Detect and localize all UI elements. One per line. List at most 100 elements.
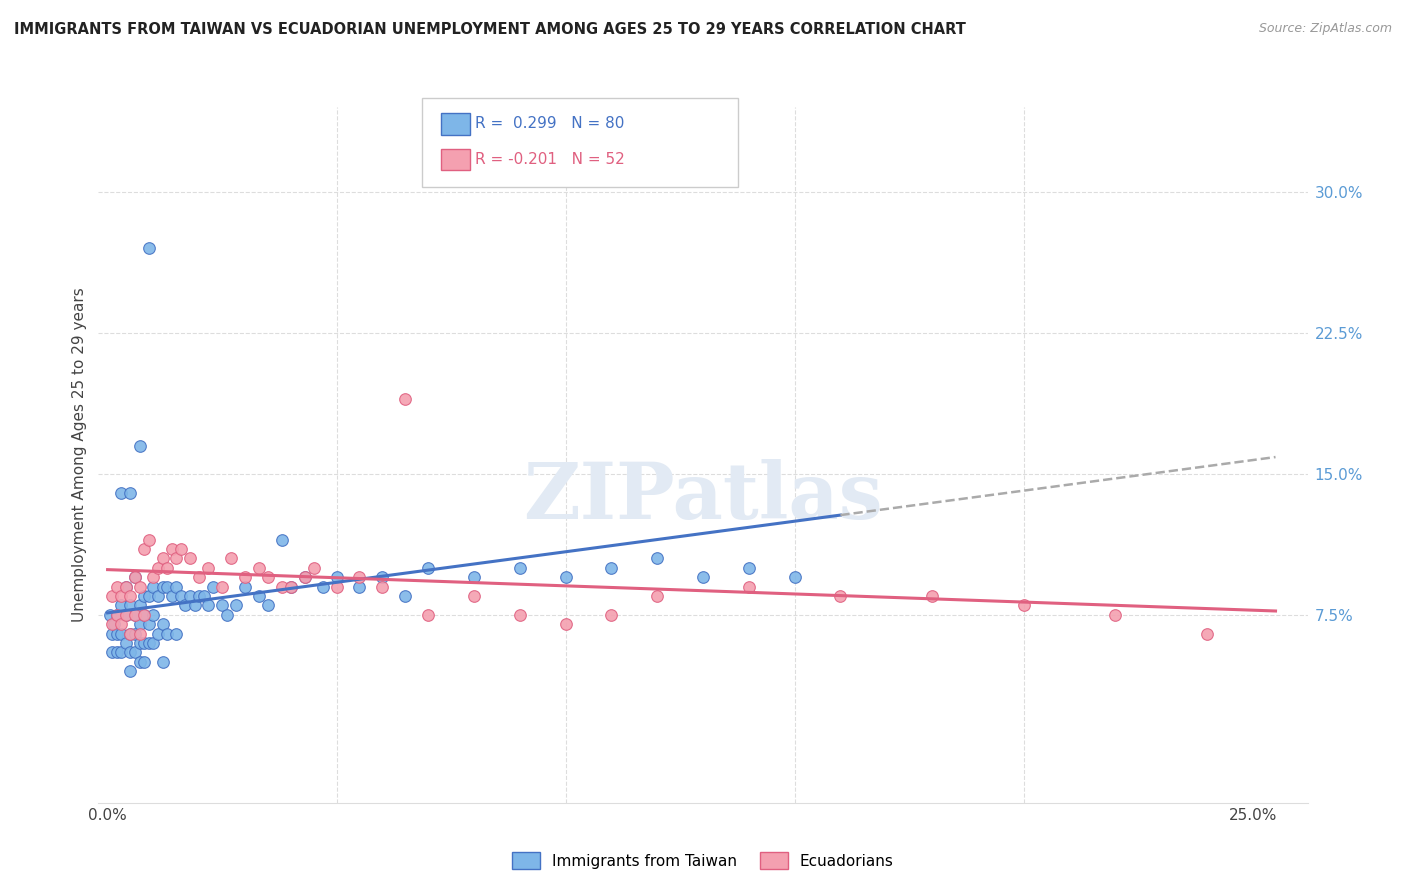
Point — [270, 580, 292, 594]
Point — [197, 560, 219, 574]
Point — [156, 560, 179, 574]
Point — [349, 580, 371, 594]
Point — [138, 617, 160, 632]
Point — [110, 589, 132, 603]
Point — [120, 485, 142, 500]
Point — [509, 607, 531, 622]
Point — [325, 570, 347, 584]
Point — [124, 570, 146, 584]
Point — [124, 607, 146, 622]
Point — [110, 599, 132, 613]
Point — [247, 560, 270, 574]
Point — [101, 626, 124, 640]
Point — [371, 580, 394, 594]
Point — [110, 617, 132, 632]
Point — [146, 560, 169, 574]
Point — [312, 580, 335, 594]
Point — [134, 607, 156, 622]
Point — [152, 617, 174, 632]
Point — [120, 645, 142, 659]
Point — [645, 589, 668, 603]
Point — [120, 664, 142, 678]
Point — [219, 551, 242, 566]
Point — [110, 485, 132, 500]
Point — [101, 645, 124, 659]
Point — [325, 580, 347, 594]
Y-axis label: Unemployment Among Ages 25 to 29 years: Unemployment Among Ages 25 to 29 years — [72, 287, 87, 623]
Point — [247, 589, 270, 603]
Point — [128, 617, 150, 632]
Point — [115, 580, 138, 594]
Point — [146, 626, 169, 640]
Point — [134, 607, 156, 622]
Point — [156, 626, 179, 640]
Point — [170, 589, 193, 603]
Point — [115, 636, 138, 650]
Point — [463, 570, 485, 584]
Point — [1104, 607, 1126, 622]
Point — [179, 589, 201, 603]
Point — [101, 589, 124, 603]
Point — [156, 580, 179, 594]
Point — [128, 636, 150, 650]
Point — [211, 599, 233, 613]
Point — [134, 655, 156, 669]
Point — [600, 560, 623, 574]
Point — [600, 607, 623, 622]
Point — [179, 551, 201, 566]
Point — [101, 617, 124, 632]
Point — [394, 392, 416, 406]
Text: ZIPatlas: ZIPatlas — [523, 458, 883, 534]
Point — [738, 580, 761, 594]
Point — [418, 607, 440, 622]
Point — [233, 570, 256, 584]
Point — [830, 589, 852, 603]
Point — [142, 607, 165, 622]
Point — [1195, 626, 1218, 640]
Point — [152, 580, 174, 594]
Point — [110, 626, 132, 640]
Point — [201, 580, 224, 594]
Point — [165, 580, 187, 594]
Point — [128, 438, 150, 452]
Point — [783, 570, 806, 584]
Point — [509, 560, 531, 574]
Point — [349, 570, 371, 584]
Point — [233, 580, 256, 594]
Point — [225, 599, 247, 613]
Text: IMMIGRANTS FROM TAIWAN VS ECUADORIAN UNEMPLOYMENT AMONG AGES 25 TO 29 YEARS CORR: IMMIGRANTS FROM TAIWAN VS ECUADORIAN UNE… — [14, 22, 966, 37]
Point — [124, 626, 146, 640]
Point — [152, 655, 174, 669]
Point — [280, 580, 302, 594]
Point — [124, 645, 146, 659]
Point — [105, 607, 128, 622]
Point — [160, 589, 183, 603]
Point — [302, 560, 325, 574]
Point — [134, 589, 156, 603]
Point — [554, 617, 576, 632]
Point — [134, 636, 156, 650]
Point — [270, 533, 292, 547]
Point — [105, 580, 128, 594]
Text: R =  0.299   N = 80: R = 0.299 N = 80 — [475, 117, 624, 131]
Point — [138, 533, 160, 547]
Point — [120, 626, 142, 640]
Point — [124, 607, 146, 622]
Point — [371, 570, 394, 584]
Point — [170, 541, 193, 556]
Point — [257, 599, 280, 613]
Point — [103, 617, 125, 632]
Text: Source: ZipAtlas.com: Source: ZipAtlas.com — [1258, 22, 1392, 36]
Point — [921, 589, 943, 603]
Point — [142, 570, 165, 584]
Point — [110, 645, 132, 659]
Point — [138, 589, 160, 603]
Point — [98, 607, 121, 622]
Point — [692, 570, 714, 584]
Point — [128, 599, 150, 613]
Point — [138, 636, 160, 650]
Point — [120, 599, 142, 613]
Point — [211, 580, 233, 594]
Point — [1012, 599, 1035, 613]
Point — [115, 607, 138, 622]
